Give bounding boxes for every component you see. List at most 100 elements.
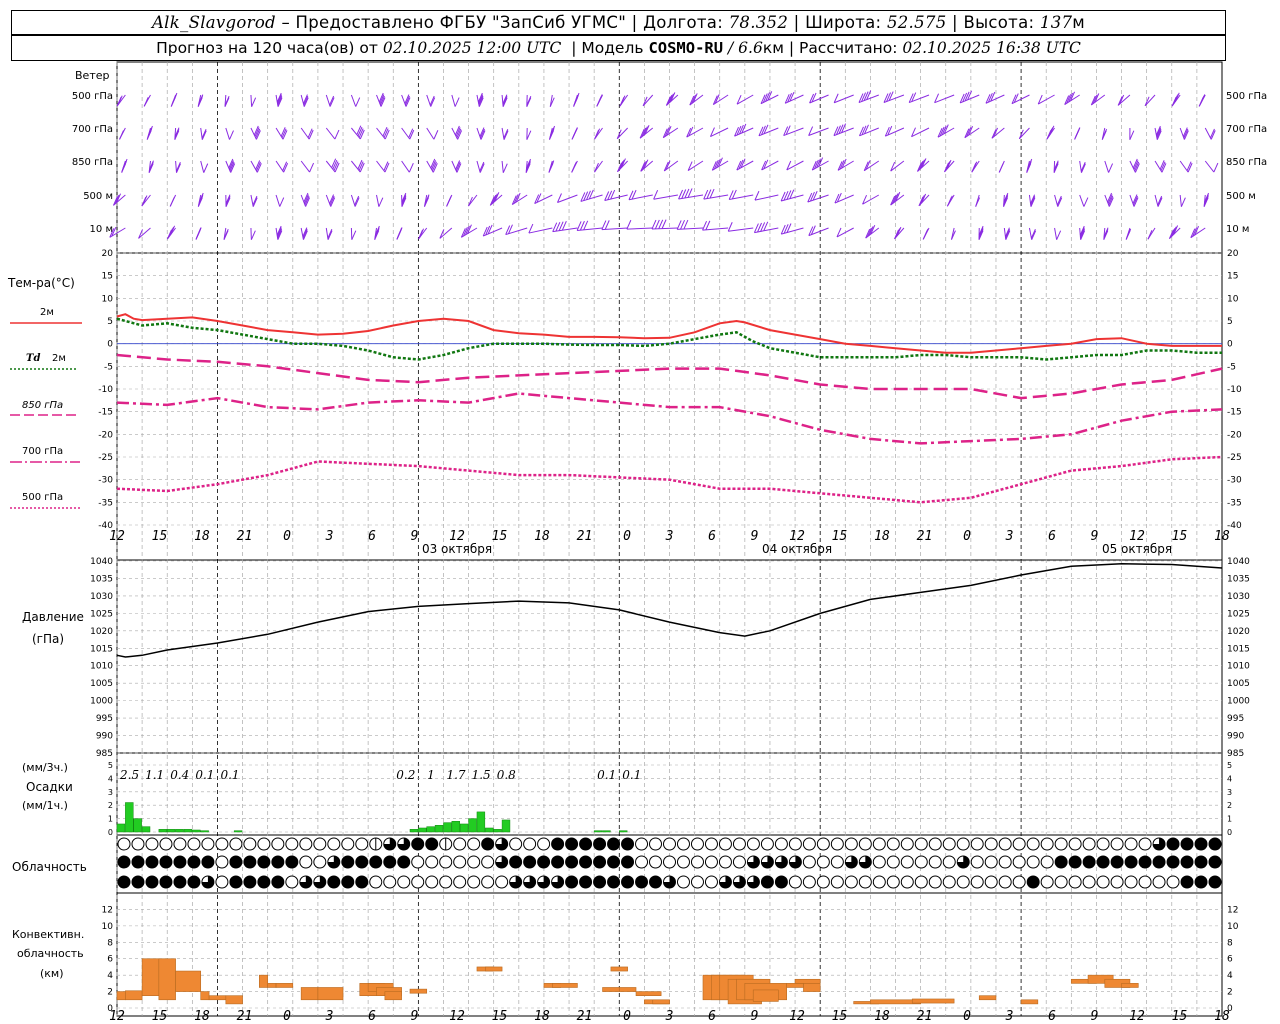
- wind-barb-flag: [479, 163, 485, 173]
- wind-barb-flag: [711, 161, 717, 171]
- cloud-circle: [607, 855, 621, 869]
- wind-barb-shaft: [687, 160, 704, 172]
- cloud-symbol: [635, 875, 649, 889]
- wind-barb-flag: [302, 227, 308, 237]
- wind-barb-flag: [176, 163, 181, 173]
- cloud-symbol: [439, 855, 453, 869]
- cloud-circle: [481, 855, 495, 869]
- cloud-circle: [1166, 837, 1180, 851]
- wind-barb-shaft: [350, 94, 357, 107]
- calc-time: 02.10.2025 16:38 UTC: [902, 39, 1081, 57]
- precip-bar: [476, 811, 486, 833]
- wind-barb-flag: [767, 91, 773, 101]
- cloud-circle: [341, 875, 355, 889]
- wind-barb-flag: [383, 128, 389, 138]
- conv-ytick-right: 8: [1227, 938, 1233, 948]
- precip-3h-total: 0.1: [220, 768, 239, 782]
- wind-barb-flag: [557, 193, 562, 203]
- wind-barb-flag: [687, 188, 693, 198]
- cloud-fill: [397, 838, 410, 850]
- cloud-circle: [970, 837, 984, 851]
- wind-barb-shaft: [729, 194, 754, 200]
- wind-barb-flag: [604, 220, 610, 230]
- wind-barb-flag: [628, 190, 634, 200]
- wind-barb-flag: [329, 195, 335, 206]
- wind-barb-flag: [887, 125, 893, 136]
- cloud-circle: [481, 875, 495, 889]
- cloud-circle: [439, 875, 453, 889]
- wind-level-label-right: 700 гПа: [1226, 124, 1267, 135]
- cloud-symbol: [229, 875, 243, 889]
- wind-barb-flag: [947, 195, 953, 206]
- cloud-fill: [761, 856, 774, 868]
- cloud-symbol: [1012, 855, 1026, 869]
- cloud-symbol: [690, 855, 704, 869]
- cloud-symbol: [159, 875, 173, 889]
- cloud-symbol: [1082, 837, 1096, 851]
- wind-barb-flag: [1183, 128, 1189, 139]
- wind-barb-flag: [354, 197, 360, 207]
- wind-barb-flag: [536, 193, 542, 203]
- conv-cloud-bar: [552, 983, 578, 988]
- wind-barb-flag: [1094, 93, 1100, 103]
- cloud-symbol: [243, 875, 257, 889]
- cloud-symbol: [676, 875, 690, 889]
- wind-barb-flag: [174, 127, 180, 137]
- temp-ytick-left: 10: [102, 294, 114, 304]
- wind-barb-flag: [1003, 197, 1009, 207]
- wind-barb-flag: [998, 163, 1004, 173]
- wind-barb-flag: [170, 225, 176, 235]
- wind-barb-shaft: [783, 127, 804, 137]
- wind-barb-flag: [508, 224, 513, 234]
- wind-barb-flag: [526, 95, 532, 106]
- cloud-circle: [593, 855, 607, 869]
- wind-barb-flag: [256, 161, 261, 172]
- cloud-symbol: [1026, 855, 1040, 869]
- wind-barb-flag: [643, 159, 649, 169]
- cloud-symbol: [1068, 855, 1082, 869]
- wind-barb-flag: [610, 189, 616, 200]
- cloud-symbol: [229, 837, 243, 851]
- wind-barb-shaft: [577, 227, 603, 231]
- cloud-symbol: [117, 875, 131, 889]
- cloud-symbol: [327, 837, 341, 851]
- precip-bar: [158, 829, 167, 833]
- precip-3h-total: 1: [427, 768, 435, 782]
- cloud-circle: [984, 855, 998, 869]
- wind-barb-shaft: [836, 227, 854, 238]
- hour-tick-label-bottom: 21: [917, 1009, 933, 1024]
- cloud-symbol: [453, 855, 467, 869]
- precip-bar: [133, 818, 142, 833]
- precip-bar: [426, 826, 435, 833]
- cloud-symbol: [886, 855, 900, 869]
- wind-barb-flag: [1030, 195, 1036, 206]
- wind-barb-flag: [303, 97, 309, 107]
- precip-bar: [468, 818, 477, 833]
- precip-bar: [493, 829, 502, 833]
- cloud-circle: [858, 837, 872, 851]
- cloud-circle: [956, 837, 970, 851]
- wind-barb-shaft: [834, 194, 854, 204]
- precip-ytick-right: 3: [1227, 788, 1232, 797]
- wind-barb-flag: [109, 228, 115, 238]
- wind-barb-shaft: [809, 94, 829, 104]
- wind-barb-flag: [148, 125, 153, 136]
- cloud-circle: [802, 875, 816, 889]
- cloud-symbol: [355, 837, 369, 851]
- cloud-circle: [1180, 875, 1194, 889]
- wind-barb-flag: [680, 220, 685, 230]
- cloud-circle: [537, 855, 551, 869]
- date-label: 05 октября: [1102, 542, 1172, 556]
- provider-text: – Предоставлено ФГБУ "ЗапСиб УГМС" | Дол…: [275, 13, 729, 32]
- cloud-circle: [621, 837, 635, 851]
- cloud-symbol: [998, 837, 1012, 851]
- cloud-symbol: [690, 837, 704, 851]
- temp-ytick-right: 0: [1227, 340, 1233, 350]
- pressure-ytick-right: 1005: [1227, 679, 1250, 689]
- cloud-symbol: [956, 837, 970, 851]
- cloud-circle: [998, 837, 1012, 851]
- cloud-circle: [1194, 855, 1208, 869]
- wind-barb-flag: [923, 228, 929, 239]
- wind-barb-flag: [1192, 227, 1198, 237]
- wind-barb-flag: [579, 220, 585, 231]
